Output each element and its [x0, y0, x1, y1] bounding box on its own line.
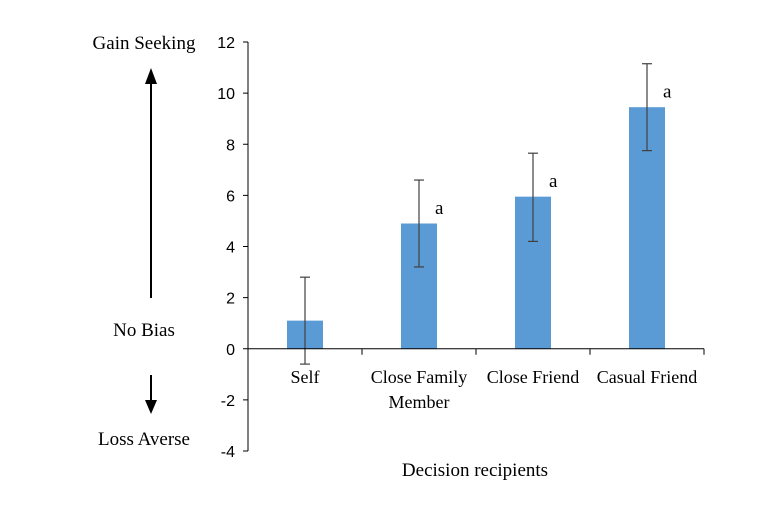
x-tick-marks [247, 348, 705, 355]
y-tick-label: -4 [221, 444, 235, 461]
bars [287, 107, 665, 349]
y-axis [243, 41, 249, 452]
significance-label: a [435, 198, 444, 219]
y-tick-label: 2 [226, 291, 235, 308]
x-tick-label: Self [291, 367, 320, 387]
y-tick-label: 8 [226, 137, 235, 154]
x-tick-labels: Self Close Family Member Close Friend Casual… [291, 367, 698, 412]
y-tick-label: 12 [217, 35, 235, 52]
y-tick-labels: 12 10 8 6 4 2 0 -2 -4 [217, 35, 235, 461]
up-arrow-icon [145, 68, 157, 84]
significance-label: a [663, 82, 672, 103]
loss-averse-label: Loss Averse [98, 429, 190, 450]
x-tick-label: Casual Friend [597, 367, 698, 387]
significance-annotations: a a a [435, 82, 672, 219]
y-tick-label: 0 [226, 342, 235, 359]
no-bias-label: No Bias [113, 320, 175, 341]
y-tick-label: 4 [226, 240, 235, 257]
gain-seeking-label: Gain Seeking [93, 33, 196, 54]
x-tick-label: Member [389, 392, 450, 412]
x-tick-label: Close Friend [487, 367, 580, 387]
down-arrow-icon [145, 400, 157, 414]
y-tick-label: -2 [221, 393, 235, 410]
y-tick-label: 10 [217, 86, 235, 103]
y-tick-label: 6 [226, 188, 235, 205]
x-axis-title: Decision recipients [402, 460, 548, 481]
bias-scale: Gain Seeking No Bias Loss Averse [93, 33, 196, 450]
significance-label: a [549, 171, 558, 192]
x-tick-label: Close Family [371, 367, 468, 387]
error-bars [300, 63, 652, 365]
